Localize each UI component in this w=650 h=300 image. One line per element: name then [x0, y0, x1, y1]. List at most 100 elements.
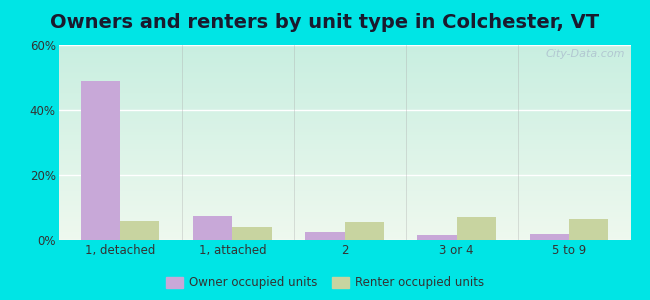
Bar	[58, 239, 630, 240]
Bar	[58, 110, 630, 111]
Bar	[58, 62, 630, 64]
Bar	[58, 217, 630, 218]
Bar	[58, 88, 630, 89]
Bar	[58, 152, 630, 153]
Bar	[58, 233, 630, 234]
Bar	[58, 159, 630, 160]
Bar	[58, 171, 630, 172]
Bar	[58, 84, 630, 85]
Bar	[58, 100, 630, 101]
Bar	[58, 155, 630, 156]
Bar	[58, 151, 630, 152]
Bar	[58, 72, 630, 73]
Bar	[58, 211, 630, 212]
Bar	[58, 90, 630, 91]
Bar	[193, 216, 232, 240]
Bar	[58, 91, 630, 92]
Bar	[58, 139, 630, 140]
Bar	[58, 68, 630, 69]
Bar	[58, 120, 630, 121]
Bar	[58, 205, 630, 206]
Bar	[58, 138, 630, 139]
Bar	[58, 165, 630, 166]
Bar	[417, 235, 457, 240]
Legend: Owner occupied units, Renter occupied units: Owner occupied units, Renter occupied un…	[161, 272, 489, 294]
Bar	[58, 229, 630, 230]
Bar	[58, 196, 630, 197]
Bar	[58, 179, 630, 181]
Bar	[58, 209, 630, 210]
Bar	[58, 118, 630, 119]
Bar	[58, 177, 630, 178]
Bar	[58, 108, 630, 109]
Bar	[58, 176, 630, 177]
Bar	[81, 81, 120, 240]
Bar	[232, 227, 272, 240]
Bar	[58, 143, 630, 144]
Bar	[58, 202, 630, 203]
Bar	[58, 199, 630, 200]
Bar	[58, 204, 630, 205]
Bar	[58, 75, 630, 76]
Bar	[58, 54, 630, 55]
Bar	[58, 183, 630, 184]
Bar	[58, 127, 630, 128]
Bar	[569, 219, 608, 240]
Bar	[58, 50, 630, 51]
Bar	[58, 109, 630, 110]
Bar	[58, 82, 630, 83]
Bar	[58, 71, 630, 72]
Bar	[58, 221, 630, 223]
Bar	[58, 119, 630, 120]
Bar	[58, 69, 630, 70]
Bar	[58, 166, 630, 167]
Bar	[306, 232, 345, 240]
Bar	[58, 193, 630, 194]
Bar	[58, 207, 630, 208]
Bar	[58, 105, 630, 106]
Bar	[58, 215, 630, 216]
Bar	[58, 64, 630, 65]
Bar	[58, 86, 630, 87]
Bar	[58, 129, 630, 130]
Bar	[58, 206, 630, 207]
Bar	[58, 121, 630, 122]
Bar	[58, 51, 630, 52]
Bar	[58, 162, 630, 163]
Bar	[58, 122, 630, 123]
Bar	[530, 234, 569, 240]
Bar	[58, 181, 630, 182]
Bar	[58, 113, 630, 114]
Bar	[58, 208, 630, 209]
Bar	[58, 100, 630, 101]
Bar	[58, 157, 630, 158]
Bar	[58, 57, 630, 58]
Bar	[58, 132, 630, 133]
Bar	[58, 198, 630, 199]
Bar	[58, 148, 630, 149]
Bar	[58, 195, 630, 196]
Bar	[58, 190, 630, 191]
Text: Owners and renters by unit type in Colchester, VT: Owners and renters by unit type in Colch…	[51, 14, 599, 32]
Bar	[58, 45, 630, 46]
Bar	[58, 160, 630, 161]
Bar	[58, 49, 630, 50]
Bar	[58, 178, 630, 179]
Bar	[58, 194, 630, 195]
Bar	[58, 174, 630, 175]
Bar	[58, 65, 630, 66]
Bar	[58, 170, 630, 171]
Bar	[58, 153, 630, 154]
Bar	[58, 192, 630, 193]
Bar	[58, 185, 630, 186]
Bar	[58, 66, 630, 68]
Bar	[58, 210, 630, 211]
Bar	[58, 142, 630, 143]
Bar	[58, 223, 630, 224]
Bar	[58, 98, 630, 99]
Bar	[58, 104, 630, 105]
Bar	[58, 191, 630, 192]
Bar	[58, 116, 630, 117]
Bar	[58, 135, 630, 136]
Bar	[58, 227, 630, 228]
